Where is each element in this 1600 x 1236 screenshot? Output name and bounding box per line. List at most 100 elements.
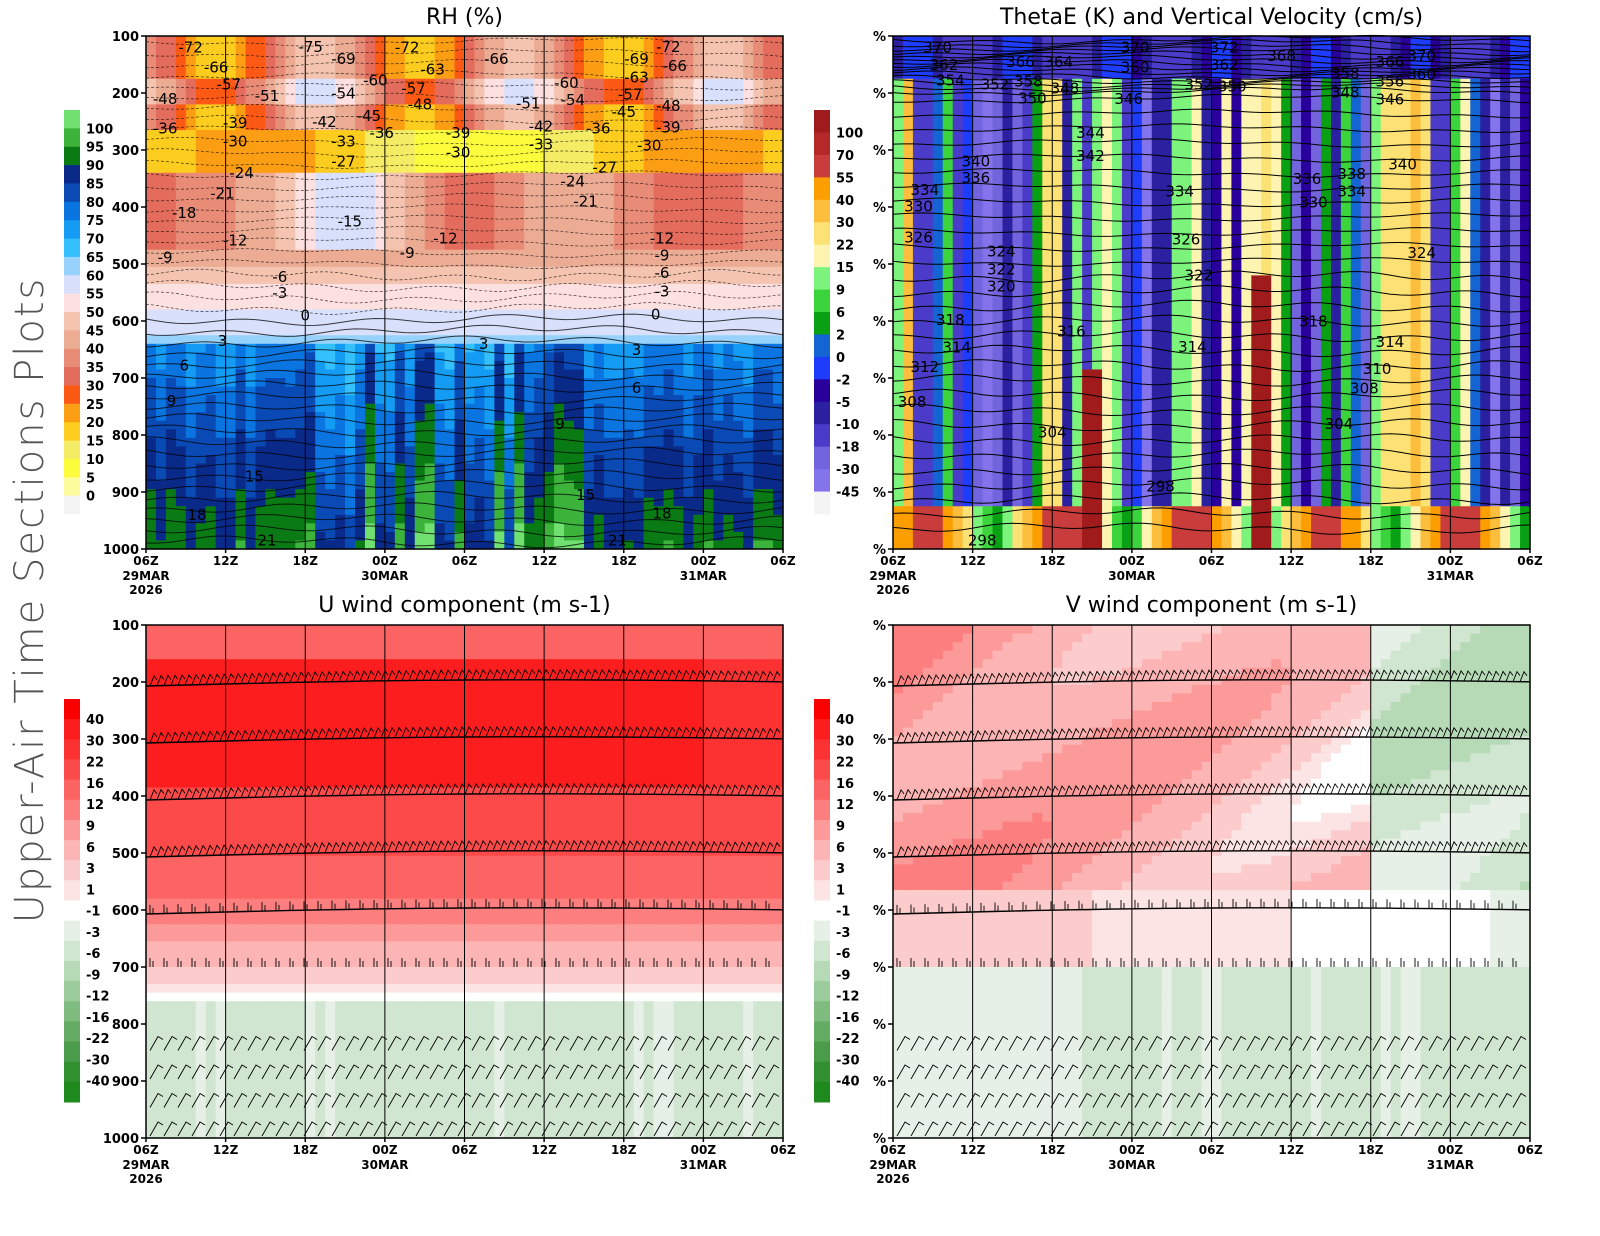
field-cell bbox=[484, 386, 495, 396]
field-cell bbox=[633, 189, 645, 200]
field-cell bbox=[1271, 130, 1282, 140]
field-cell bbox=[504, 172, 515, 182]
field-cell bbox=[215, 309, 227, 319]
field-cell bbox=[982, 78, 994, 88]
field-cell bbox=[165, 164, 177, 174]
field-cell bbox=[1470, 147, 1481, 157]
field-cell bbox=[205, 266, 217, 276]
contour-line bbox=[145, 181, 784, 191]
field-cell bbox=[942, 78, 954, 88]
field-cell bbox=[444, 369, 456, 379]
field-cell bbox=[583, 138, 595, 148]
field-cell bbox=[653, 95, 665, 105]
field-cell bbox=[534, 506, 545, 516]
field-cell bbox=[474, 130, 486, 140]
field-cell bbox=[345, 164, 356, 174]
field-cell bbox=[773, 70, 784, 80]
field-cell bbox=[613, 412, 625, 422]
field-cell bbox=[235, 172, 247, 182]
field-cell bbox=[335, 198, 346, 208]
colorbar-label: 30 bbox=[86, 379, 104, 394]
field-cell bbox=[225, 403, 237, 413]
field-cell bbox=[603, 155, 615, 165]
field-cell bbox=[374, 514, 386, 524]
field-cell bbox=[633, 343, 645, 353]
field-cell bbox=[305, 540, 316, 550]
field-cell bbox=[394, 369, 406, 379]
field-cell bbox=[345, 121, 356, 131]
field-cell bbox=[414, 514, 426, 524]
field-cell bbox=[165, 403, 177, 413]
field-cell bbox=[315, 147, 326, 157]
field-cell bbox=[613, 506, 625, 516]
field-cell bbox=[733, 472, 744, 482]
field-cell bbox=[155, 437, 167, 447]
field-cell bbox=[295, 309, 306, 319]
field-cell bbox=[743, 540, 754, 550]
field-cell bbox=[295, 343, 306, 353]
y-tick-label: 300 bbox=[112, 144, 139, 159]
field-cell bbox=[534, 138, 545, 148]
field-cell bbox=[893, 53, 904, 63]
field-cell bbox=[424, 215, 436, 225]
field-cell bbox=[265, 318, 276, 328]
field-cell bbox=[1052, 147, 1063, 157]
field-cell bbox=[603, 70, 615, 80]
field-cell bbox=[305, 352, 316, 362]
field-cell bbox=[245, 189, 257, 200]
field-cell bbox=[245, 514, 257, 524]
field-cell bbox=[484, 155, 495, 165]
field-cell bbox=[623, 420, 635, 430]
field-cell bbox=[404, 266, 416, 276]
field-cell bbox=[325, 446, 336, 456]
field-cell bbox=[703, 224, 714, 234]
field-cell bbox=[444, 198, 456, 208]
field-cell bbox=[434, 95, 446, 105]
field-cell bbox=[534, 198, 545, 208]
colorbar-label: 45 bbox=[86, 324, 104, 339]
field-cell bbox=[1221, 70, 1233, 80]
field-cell bbox=[763, 506, 774, 516]
field-cell bbox=[514, 147, 525, 157]
field-cell bbox=[643, 480, 655, 490]
field-cell bbox=[1420, 104, 1432, 114]
field-cell bbox=[743, 78, 754, 88]
field-cell bbox=[693, 155, 704, 165]
field-cell bbox=[554, 378, 565, 388]
field-cell bbox=[743, 198, 754, 208]
y-tick-label: 900 bbox=[112, 486, 139, 501]
field-cell bbox=[633, 378, 645, 388]
field-cell bbox=[1151, 104, 1163, 114]
field-cell bbox=[265, 463, 276, 473]
field-cell bbox=[275, 147, 286, 157]
field-cell bbox=[235, 138, 247, 148]
field-cell bbox=[893, 36, 904, 46]
field-cell bbox=[1241, 104, 1252, 114]
field-cell bbox=[1261, 87, 1272, 97]
field-cell bbox=[683, 61, 695, 71]
field-cell bbox=[623, 386, 635, 396]
field-cell bbox=[663, 412, 675, 422]
field-cell bbox=[215, 130, 227, 140]
field-cell bbox=[633, 207, 645, 217]
colorbar-label: 5 bbox=[86, 471, 95, 486]
colorbar-swatch bbox=[64, 238, 80, 258]
field-cell bbox=[683, 181, 695, 191]
field-cell bbox=[1410, 87, 1422, 97]
field-cell bbox=[484, 318, 495, 328]
field-cell bbox=[673, 121, 685, 131]
field-cell bbox=[723, 378, 734, 388]
field-cell bbox=[1370, 138, 1382, 148]
field-cell bbox=[753, 531, 764, 542]
field-cell bbox=[753, 241, 764, 251]
field-cell bbox=[235, 531, 247, 542]
field-cell bbox=[633, 335, 645, 345]
field-cell bbox=[583, 531, 595, 542]
field-cell bbox=[1012, 36, 1023, 46]
field-cell bbox=[723, 454, 734, 465]
field-cell bbox=[1410, 138, 1422, 148]
field-cell bbox=[404, 224, 416, 234]
field-cell bbox=[205, 36, 217, 46]
field-cell bbox=[733, 181, 744, 191]
field-cell bbox=[305, 198, 316, 208]
